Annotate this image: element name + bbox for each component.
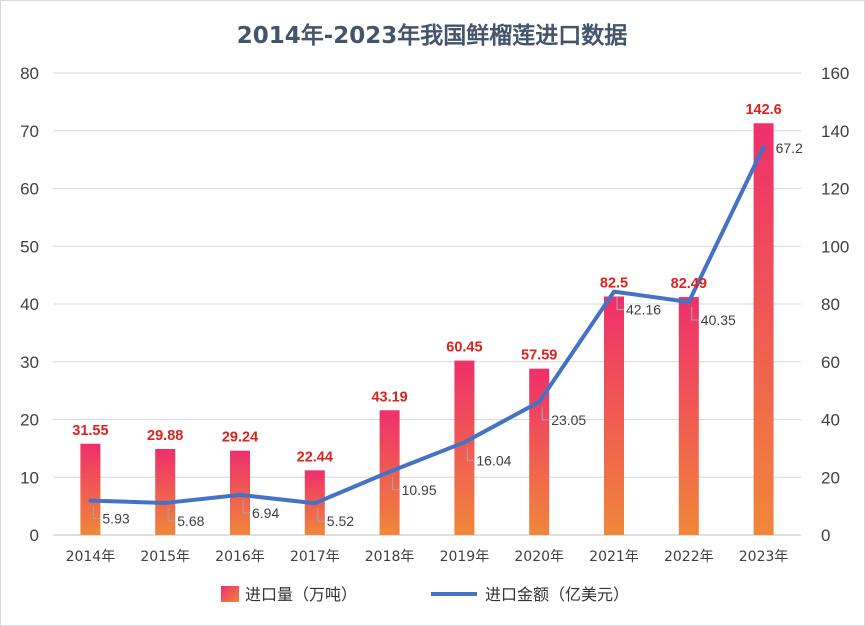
- line-value-label: 5.93: [102, 511, 129, 527]
- legend-bar-label: 进口量（万吨）: [245, 585, 357, 604]
- right-y-tick-label: 0: [821, 526, 830, 545]
- line-value-label: 5.68: [177, 513, 204, 529]
- left-y-tick-label: 20: [20, 411, 39, 430]
- label-leader: [167, 507, 176, 522]
- x-tick-label: 2014年: [66, 549, 116, 565]
- line-value-label: 16.04: [476, 452, 511, 468]
- label-leader: [466, 447, 475, 461]
- left-y-tick-label: 30: [20, 353, 39, 372]
- label-leader: [242, 499, 250, 514]
- right-y-tick-label: 100: [821, 237, 849, 256]
- line-data-labels: 5.93 5.68 6.94 5.52 10.95 16.04 23.05 42.16 40.3…: [102, 140, 803, 529]
- bar: [80, 443, 101, 535]
- left-y-tick-label: 70: [20, 122, 39, 141]
- label-leader: [392, 476, 400, 491]
- label-leader: [317, 508, 325, 522]
- line-value-label: 6.94: [252, 505, 279, 521]
- right-y-tick-label: 140: [821, 122, 849, 141]
- x-tick-label: 2016年: [215, 549, 265, 565]
- bar: [753, 123, 774, 536]
- right-y-tick-label: 160: [821, 64, 849, 83]
- line-value-label: 40.35: [701, 312, 736, 328]
- label-leader: [541, 406, 550, 421]
- left-y-tick-label: 80: [20, 64, 39, 83]
- x-tick-label: 2015年: [140, 549, 190, 565]
- legend-line-label: 进口金额（亿美元）: [485, 585, 629, 604]
- bar: [230, 450, 250, 535]
- bar: [604, 296, 624, 535]
- x-tick-label: 2019年: [440, 549, 490, 565]
- label-leader: [92, 505, 101, 520]
- bar-value-label: 22.44: [297, 449, 333, 465]
- bar-value-label: 60.45: [446, 340, 482, 356]
- line-value-label: 67.2: [776, 140, 803, 156]
- line-value-label: 42.16: [626, 302, 661, 318]
- label-leader: [616, 296, 624, 311]
- x-tick-label: 2018年: [365, 549, 415, 565]
- bar: [155, 448, 176, 535]
- x-tick-label: 2023年: [739, 549, 789, 565]
- legend: 进口量（万吨） 进口金额（亿美元）: [221, 585, 629, 604]
- right-y-tick-label: 20: [821, 468, 840, 487]
- bar: [454, 360, 475, 535]
- bar: [529, 368, 550, 535]
- right-y-axis: 0 20 40 60 80 100 120 140 160: [821, 64, 849, 545]
- line-path: [88, 144, 766, 506]
- x-tick-label: 2022年: [664, 549, 714, 565]
- bar-value-label: 31.55: [72, 423, 108, 439]
- chart-title: 2014年-2023年我国鲜榴莲进口数据: [237, 22, 628, 49]
- line-value-label: 23.05: [551, 412, 586, 428]
- right-y-tick-label: 40: [821, 411, 840, 430]
- x-tick-label: 2017年: [290, 549, 340, 565]
- bar-value-label: 43.19: [371, 389, 407, 405]
- x-axis: 2014年 2015年 2016年 2017年 2018年 2019年 2020年 2021年…: [66, 549, 789, 565]
- label-leaders: [92, 296, 699, 522]
- left-y-tick-label: 10: [20, 468, 39, 487]
- left-y-tick-label: 0: [30, 526, 39, 545]
- bar: [678, 297, 699, 535]
- grid-lines: [53, 72, 801, 536]
- right-y-tick-label: 60: [821, 353, 840, 372]
- bar-value-label: 29.24: [222, 430, 258, 446]
- bar-value-label: 29.88: [147, 428, 183, 444]
- label-leader: [691, 306, 699, 321]
- right-y-tick-label: 120: [821, 180, 849, 199]
- right-y-tick-label: 80: [821, 295, 840, 314]
- legend-bar-swatch: [221, 586, 239, 602]
- x-tick-label: 2021年: [589, 549, 639, 565]
- left-y-tick-label: 40: [20, 295, 39, 314]
- line-value-label: 10.95: [402, 482, 437, 498]
- bar-series: [80, 123, 774, 536]
- line-value-label: 5.52: [327, 513, 354, 529]
- bar-value-label: 57.59: [521, 348, 557, 364]
- bar-data-labels: 31.55 29.88 29.24 22.44 43.19 60.45 57.59 82.5 8…: [72, 102, 781, 465]
- bar-value-label: 82.49: [671, 276, 707, 292]
- bar-value-label: 82.5: [600, 275, 628, 291]
- left-y-tick-label: 60: [20, 180, 39, 199]
- line-series: [88, 144, 766, 506]
- left-y-axis: 0 10 20 30 40 50 60 70 80: [20, 64, 39, 545]
- left-y-tick-label: 50: [20, 237, 39, 256]
- x-tick-label: 2020年: [514, 549, 564, 565]
- bar-value-label: 142.6: [745, 102, 781, 118]
